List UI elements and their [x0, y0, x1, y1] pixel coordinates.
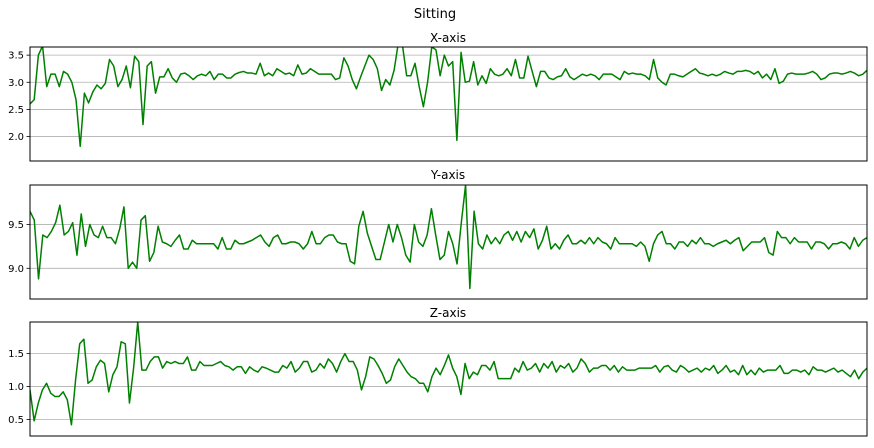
y-tick-label: 1.0	[8, 382, 24, 393]
subplot-title: X-axis	[430, 31, 466, 45]
y-tick-label: 9.5	[8, 220, 24, 231]
series-line-x-axis	[30, 47, 867, 148]
figure-title: Sitting	[414, 7, 456, 22]
y-tick-label: 2.0	[8, 132, 24, 143]
subplot-title: Y-axis	[430, 168, 465, 182]
series-line-y-axis	[30, 185, 867, 290]
y-ticks: 0.5 1.0 1.5	[8, 349, 867, 426]
y-tick-label: 9.0	[8, 264, 24, 275]
subplot-title: Z-axis	[430, 306, 466, 320]
y-tick-label: 0.5	[8, 415, 24, 426]
subplot-y-axis: Y-axis 9.0 9.5	[8, 168, 868, 300]
y-tick-label: 3.5	[8, 51, 24, 62]
y-tick-label: 3.0	[8, 78, 24, 89]
y-tick-label: 2.5	[8, 105, 24, 116]
series-line-z-axis	[30, 322, 867, 426]
subplot-x-axis: X-axis 2.0 2.5 3.0 3.5	[8, 31, 868, 162]
y-ticks: 9.0 9.5	[8, 220, 867, 275]
plot-frame	[29, 321, 868, 437]
plot-frame	[29, 46, 868, 162]
y-tick-label: 1.5	[8, 349, 24, 360]
plot-frame	[29, 184, 868, 300]
subplot-z-axis: Z-axis 0.5 1.0 1.5	[8, 306, 868, 437]
y-ticks: 2.0 2.5 3.0 3.5	[8, 51, 867, 143]
